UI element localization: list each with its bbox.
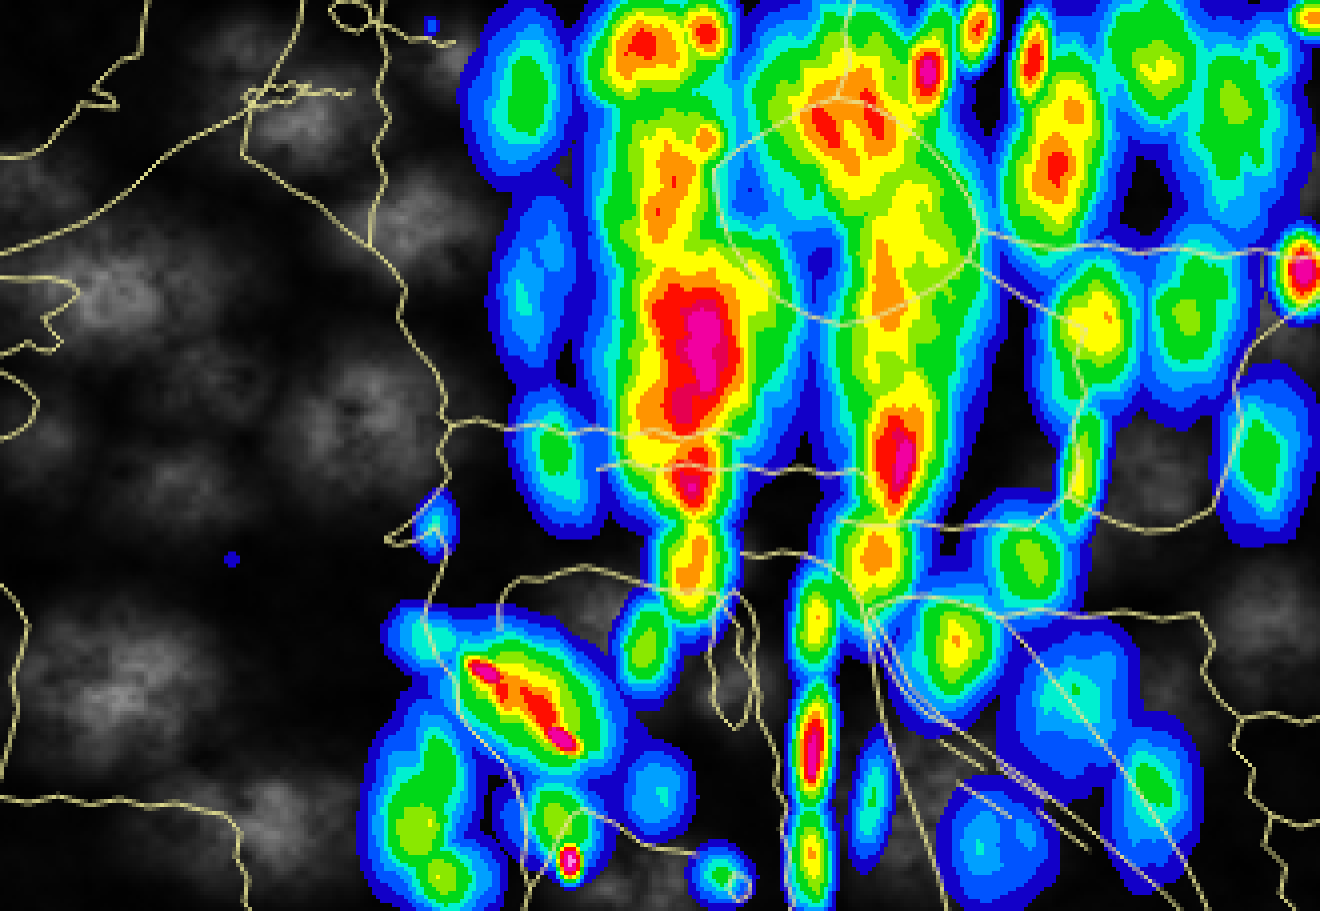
satellite-map-canvas (0, 0, 1320, 911)
satellite-weather-map (0, 0, 1320, 911)
